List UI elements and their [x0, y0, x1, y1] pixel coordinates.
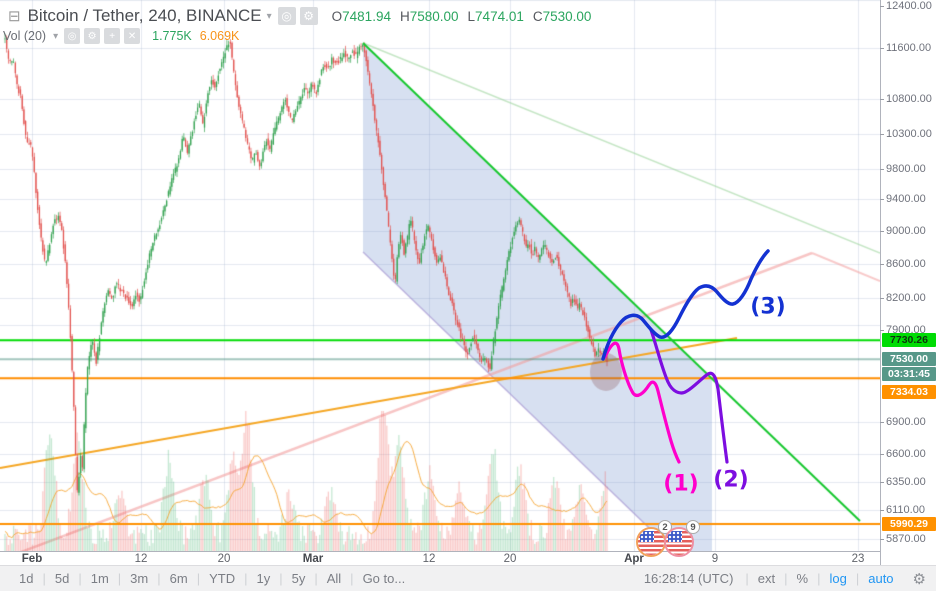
- range-button-1m[interactable]: 1m: [90, 571, 109, 586]
- volume-value: 6.069K: [199, 29, 240, 43]
- bottom-toolbar: 1d | 5d | 1m | 3m | 6m | YTD | 1y | 5y | All | Go to... 16…: [0, 565, 936, 591]
- wave-label-3[interactable]: (3): [750, 294, 786, 320]
- ohlc-values: O7481.94 H7580.00 L7474.01 C7530.00: [332, 9, 601, 24]
- legend-row: ⊟ Bitcoin / Tether, 240, BINANCE ▾ ◎ ⚙ O…: [8, 6, 600, 26]
- price-tick: 5870.00: [880, 532, 926, 545]
- eye-icon[interactable]: ◎: [277, 7, 296, 25]
- idea-marker[interactable]: 9: [664, 520, 700, 560]
- toolbar-button-auto[interactable]: auto: [868, 571, 894, 586]
- range-button-6m[interactable]: 6m: [169, 571, 188, 586]
- price-tick: 9000.00: [880, 224, 926, 237]
- price-level-label[interactable]: 7334.03: [882, 385, 936, 399]
- volume-value: 1.775K: [152, 29, 192, 43]
- separator: |: [855, 571, 860, 586]
- gear-icon[interactable]: ⚙: [84, 28, 101, 44]
- range-button-All[interactable]: All: [326, 571, 342, 586]
- separator: |: [350, 571, 354, 586]
- price-tick: 6110.00: [880, 503, 925, 516]
- range-button-5y[interactable]: 5y: [291, 571, 306, 586]
- price-level-label[interactable]: 7730.26: [882, 333, 936, 347]
- goto-button[interactable]: Go to...: [362, 571, 406, 586]
- range-button-3m[interactable]: 3m: [130, 571, 149, 586]
- toolbar-button-%[interactable]: %: [796, 571, 809, 586]
- volume-indicator-row: Vol (20) ▾ ◎ ⚙ + ✕ 1.775K 6.069K: [3, 27, 239, 45]
- plus-icon[interactable]: +: [104, 28, 121, 44]
- collapse-icon[interactable]: ⊟: [8, 8, 21, 25]
- time-tick: 23: [851, 553, 865, 565]
- separator: |: [42, 571, 46, 586]
- price-tick: 6350.00: [880, 475, 926, 488]
- idea-count-badge: 9: [686, 520, 700, 534]
- volume-values: 1.775K 6.069K: [144, 27, 239, 45]
- clock: 16:28:14 (UTC): [643, 571, 734, 586]
- time-tick: 12: [422, 553, 436, 565]
- range-button-1y[interactable]: 1y: [256, 571, 271, 586]
- toolbar-right: 16:28:14 (UTC) | ext |% | log | auto ⚙: [632, 570, 926, 588]
- price-tick: 10800.00: [880, 93, 932, 106]
- idea-marker[interactable]: 2: [636, 520, 672, 560]
- ohlc-pair: L7474.01: [467, 8, 524, 24]
- time-tick: Mar: [302, 553, 324, 565]
- volume-indicator-label[interactable]: Vol (20): [3, 29, 47, 43]
- ohlc-pair: H7580.00: [399, 8, 459, 24]
- close-icon[interactable]: ✕: [124, 28, 141, 44]
- separator: |: [817, 571, 821, 586]
- price-tick: 12400.00: [880, 0, 932, 12]
- time-tick: Feb: [21, 553, 43, 565]
- separator: |: [157, 571, 161, 586]
- price-tick: 11600.00: [879, 42, 932, 54]
- price-level-label[interactable]: 5990.29: [882, 517, 936, 531]
- axis-settings-gear-icon[interactable]: ⚙: [912, 570, 926, 588]
- price-tick: 10300.00: [880, 127, 932, 140]
- time-tick: 20: [503, 553, 517, 565]
- price-tick: 6600.00: [880, 448, 926, 461]
- chevron-down-icon[interactable]: ▾: [53, 30, 59, 42]
- separator: |: [784, 571, 788, 586]
- chart-pane[interactable]: ⊟ Bitcoin / Tether, 240, BINANCE ▾ ◎ ⚙ O…: [0, 0, 880, 557]
- price-tick: 8200.00: [880, 291, 926, 304]
- gear-icon[interactable]: ⚙: [299, 7, 318, 25]
- price-tick: 6900.00: [880, 416, 926, 429]
- toolbar-button-ext[interactable]: ext: [757, 571, 776, 586]
- price-tick: 8600.00: [880, 257, 926, 270]
- price-axis[interactable]: 12400.00 11600.00 10800.00 10300.00 9800.00 9…: [879, 0, 936, 565]
- separator: |: [745, 571, 749, 586]
- toolbar-button-log[interactable]: log: [829, 571, 847, 586]
- ohlc-pair: C7530.00: [532, 8, 592, 24]
- time-tick: 12: [134, 553, 148, 565]
- price-tick: 9400.00: [880, 193, 926, 206]
- wave-label-2[interactable]: (2): [713, 467, 749, 493]
- time-tick: Apr: [624, 553, 644, 565]
- price-tick: 9800.00: [880, 163, 926, 176]
- range-button-1d[interactable]: 1d: [19, 571, 34, 586]
- countdown-label[interactable]: 03:31:45: [882, 367, 936, 381]
- separator: |: [314, 571, 318, 586]
- wave-label-1[interactable]: (1): [663, 471, 699, 497]
- separator: |: [196, 571, 201, 586]
- range-button-YTD[interactable]: YTD: [209, 571, 236, 586]
- time-tick: 20: [217, 553, 231, 565]
- eye-icon[interactable]: ◎: [64, 28, 81, 44]
- flag-icon: [664, 527, 694, 557]
- symbol-title[interactable]: Bitcoin / Tether, 240, BINANCE: [27, 6, 262, 25]
- separator: |: [117, 571, 122, 586]
- ohlc-pair: O7481.94: [331, 8, 391, 24]
- separator: |: [279, 571, 283, 586]
- separator: |: [78, 571, 82, 586]
- chevron-down-icon[interactable]: ▾: [266, 10, 272, 22]
- time-tick: 9: [711, 553, 719, 565]
- time-axis[interactable]: Feb 12 20 Mar 12 20 Apr 9 23: [0, 551, 880, 565]
- price-level-label[interactable]: 7530.00: [882, 352, 936, 366]
- range-buttons: 1d | 5d | 1m | 3m | 6m | YTD | 1y | 5y | All | Go to...: [10, 571, 414, 586]
- separator: |: [244, 571, 248, 586]
- range-button-5d[interactable]: 5d: [54, 571, 70, 586]
